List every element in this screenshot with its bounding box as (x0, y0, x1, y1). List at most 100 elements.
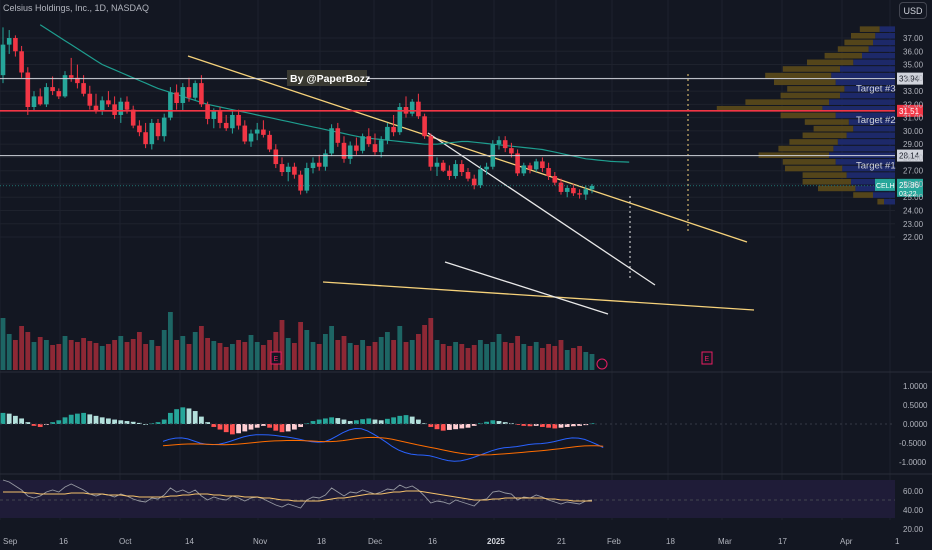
time-axis-label: 1 (895, 537, 900, 546)
target-price-tag (897, 149, 923, 162)
candle-body (453, 164, 458, 177)
candle-body (75, 77, 80, 84)
macd-histogram-bar (174, 409, 179, 424)
time-axis-label: 16 (59, 537, 68, 546)
rsi-pane (2, 479, 593, 509)
macd-histogram-bar (527, 424, 533, 427)
volume-bar (124, 342, 130, 370)
trend-line (187, 55, 748, 243)
volume-bar (347, 343, 353, 370)
earnings-marker (270, 351, 282, 365)
macd-histogram-bar (124, 421, 130, 424)
candle-body (552, 176, 558, 183)
macd-histogram-bar (316, 419, 322, 424)
price-axis-label: 35.00 (903, 61, 924, 70)
candle-body (484, 166, 489, 170)
macd-histogram-bar (447, 424, 452, 430)
volume-bar (360, 340, 365, 370)
profile-bar-up (853, 59, 895, 66)
candle-body (199, 83, 204, 105)
target-price-tag (897, 72, 923, 85)
profile-bar-up (835, 112, 895, 119)
macd-axis-label: -0.5000 (899, 439, 927, 448)
candle-body (230, 114, 235, 129)
volume-bar (341, 336, 347, 370)
profile-bar-up (835, 79, 895, 86)
macd-histogram-bar (19, 418, 24, 424)
macd-histogram-bar (6, 413, 12, 424)
volume-bar (186, 344, 192, 370)
profile-bar-up (837, 139, 895, 145)
volume-bar (540, 348, 545, 370)
macd-axis-label: 1.0000 (903, 382, 928, 391)
volume-bar (217, 343, 223, 370)
candle-body (155, 122, 161, 137)
time-axis-label: Dec (368, 537, 382, 546)
candle-body (254, 129, 260, 134)
candle-body (366, 136, 372, 145)
volume-bar (6, 334, 12, 370)
macd-histogram-bar (564, 424, 570, 427)
macd-histogram-bar (236, 424, 241, 434)
macd-histogram-bar (25, 422, 31, 424)
candle-body (347, 145, 353, 159)
volume-bar (50, 345, 55, 370)
candle-body (236, 114, 241, 126)
macd-histogram-bar (546, 424, 551, 428)
macd-histogram-bar (31, 424, 37, 426)
volume-bar (298, 322, 303, 370)
candle-body (564, 187, 570, 192)
price-axis-label: 22.00 (903, 233, 924, 242)
profile-bar-up (884, 198, 895, 205)
rsi-axis-label: 60.00 (903, 487, 924, 496)
candle-body (385, 126, 390, 141)
profile-bar-up (862, 52, 895, 59)
candle-body (292, 166, 297, 175)
price-candles (0, 27, 595, 200)
profile-bar-down (789, 139, 838, 145)
trend-line (427, 132, 656, 286)
candle-body (50, 87, 55, 92)
volume-bar (323, 334, 328, 370)
candle-body (589, 185, 595, 190)
volume-bar (56, 344, 62, 370)
profile-bar-down (782, 66, 840, 72)
macd-axis-label: 0.5000 (903, 401, 928, 410)
macd-histogram-bar (81, 412, 86, 424)
profile-bar-down (802, 132, 847, 139)
macd-histogram-bar (484, 421, 489, 424)
macd-histogram-bar (137, 422, 142, 424)
last-price-label: 25.86 (899, 181, 920, 190)
macd-line (162, 427, 604, 462)
macd-histogram-bar (211, 424, 217, 427)
profile-bar-down (787, 86, 845, 92)
candle-body (527, 165, 533, 170)
macd-histogram-bar (192, 411, 198, 424)
volume-bar (68, 340, 74, 370)
volume-bar (533, 342, 539, 370)
last-price-tag (897, 178, 923, 197)
macd-histogram-bar (440, 424, 446, 431)
candle-body (378, 140, 384, 153)
volume-bar (25, 332, 31, 370)
macd-histogram-bar (428, 424, 434, 427)
candle-body (143, 132, 148, 145)
profile-bar-up (851, 178, 895, 185)
profile-bar-up (833, 145, 895, 152)
candle-body (168, 92, 173, 118)
profile-bar-down (780, 112, 836, 119)
price-axis-label: 32.00 (903, 100, 924, 109)
volume-bar (285, 338, 291, 370)
profile-bar-down (778, 145, 834, 152)
volume-bar (403, 342, 409, 370)
macd-histogram-bar (385, 418, 390, 424)
candle-body (440, 162, 446, 171)
profile-bar-down (824, 52, 862, 59)
macd-histogram-bar (298, 424, 303, 427)
volume-bar (19, 326, 24, 370)
currency-button[interactable]: USD (899, 2, 927, 19)
time-axis-label: 18 (317, 537, 326, 546)
candle-body (87, 93, 93, 106)
